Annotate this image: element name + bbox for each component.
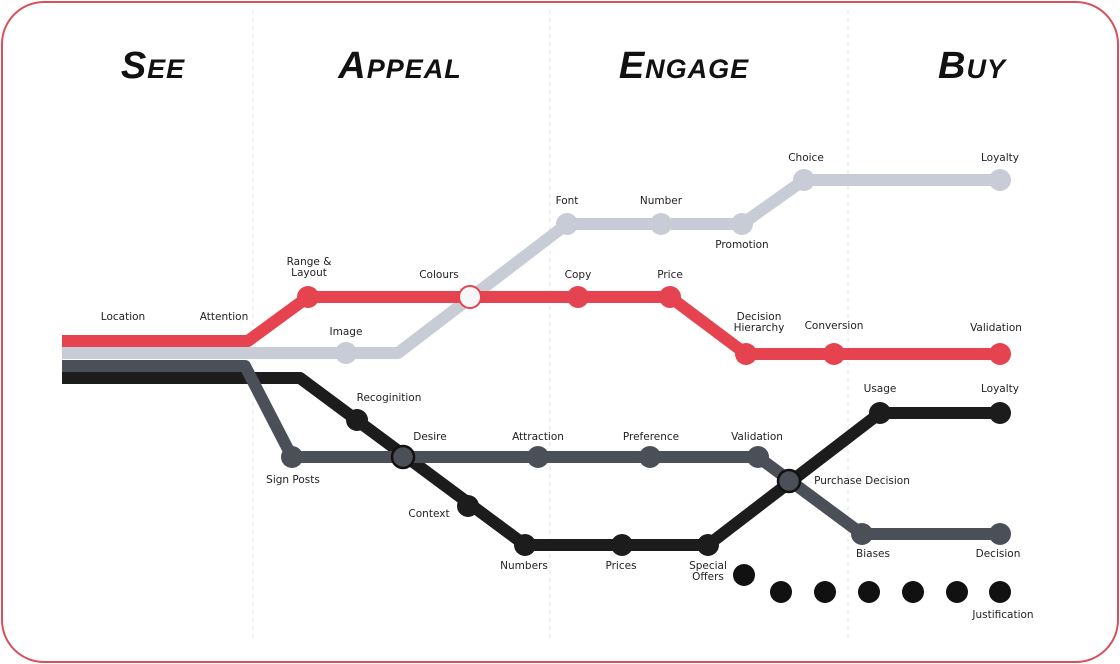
station bbox=[281, 446, 303, 468]
station bbox=[747, 446, 769, 468]
station bbox=[567, 286, 589, 308]
station-label: Copy bbox=[565, 269, 592, 281]
stage-title: Appeal bbox=[337, 45, 461, 87]
station bbox=[814, 581, 836, 603]
station-label: Number bbox=[640, 195, 683, 207]
station bbox=[869, 402, 891, 424]
stations bbox=[281, 169, 1011, 603]
station-label: Usage bbox=[864, 383, 897, 395]
station bbox=[989, 169, 1011, 191]
station-label: Desire bbox=[413, 431, 446, 443]
station bbox=[770, 581, 792, 603]
station bbox=[989, 402, 1011, 424]
station-label: Colours bbox=[419, 269, 459, 281]
station-label: Choice bbox=[788, 152, 824, 164]
station-label: Special bbox=[689, 560, 727, 572]
station bbox=[793, 169, 815, 191]
station bbox=[335, 342, 357, 364]
station bbox=[527, 446, 549, 468]
station bbox=[989, 581, 1011, 603]
stage-titles: See Appeal Engage Buy bbox=[121, 45, 1008, 87]
station-label: Validation bbox=[731, 431, 783, 443]
station bbox=[458, 285, 482, 309]
station-label: Preference bbox=[623, 431, 679, 443]
station-label: Attention bbox=[200, 311, 248, 323]
station bbox=[297, 286, 319, 308]
station bbox=[514, 534, 536, 556]
station bbox=[989, 343, 1011, 365]
station-label: Range & bbox=[287, 256, 332, 268]
station-label: Image bbox=[330, 326, 363, 338]
station bbox=[733, 564, 755, 586]
station bbox=[390, 444, 416, 470]
station bbox=[639, 446, 661, 468]
station-label: Recoginition bbox=[357, 392, 422, 404]
station bbox=[611, 534, 633, 556]
station-label: Sign Posts bbox=[266, 474, 320, 486]
station bbox=[735, 343, 757, 365]
station-label: Context bbox=[408, 508, 449, 520]
station bbox=[346, 409, 368, 431]
station-label: Justification bbox=[971, 609, 1033, 621]
station bbox=[556, 213, 578, 235]
red-line bbox=[62, 291, 1000, 360]
station-label: Location bbox=[101, 311, 145, 323]
station bbox=[650, 213, 672, 235]
station-label: Conversion bbox=[805, 320, 864, 332]
station-label: Font bbox=[556, 195, 579, 207]
station-label: Biases bbox=[856, 548, 890, 560]
station bbox=[902, 581, 924, 603]
station bbox=[989, 523, 1011, 545]
station-label: Loyalty bbox=[981, 383, 1019, 395]
station bbox=[823, 343, 845, 365]
station-label: Hierarchy bbox=[734, 322, 785, 334]
station bbox=[776, 468, 802, 494]
station-label: Attraction bbox=[512, 431, 564, 443]
station bbox=[457, 495, 479, 517]
labels: Location Attention Range & Layout Colour… bbox=[101, 152, 1034, 621]
station-label: Offers bbox=[692, 571, 724, 583]
station-label: Numbers bbox=[500, 560, 548, 572]
stage-title: Buy bbox=[938, 45, 1008, 87]
station-label: Purchase Decision bbox=[814, 475, 910, 487]
station bbox=[946, 581, 968, 603]
station-label: Decision bbox=[737, 311, 782, 323]
station bbox=[659, 286, 681, 308]
station-label: Price bbox=[657, 269, 683, 281]
station bbox=[731, 213, 753, 235]
station bbox=[858, 581, 880, 603]
station-label: Promotion bbox=[715, 239, 768, 251]
station-label: Layout bbox=[291, 267, 327, 279]
station-label: Validation bbox=[970, 322, 1022, 334]
station bbox=[697, 534, 719, 556]
station-label: Prices bbox=[605, 560, 636, 572]
stage-title: Engage bbox=[619, 45, 749, 87]
dark-gray-line bbox=[62, 360, 1000, 540]
station bbox=[851, 523, 873, 545]
separators bbox=[252, 10, 849, 640]
station-label: Loyalty bbox=[981, 152, 1019, 164]
station-label: Decision bbox=[976, 548, 1021, 560]
stage-title: See bbox=[121, 45, 185, 87]
